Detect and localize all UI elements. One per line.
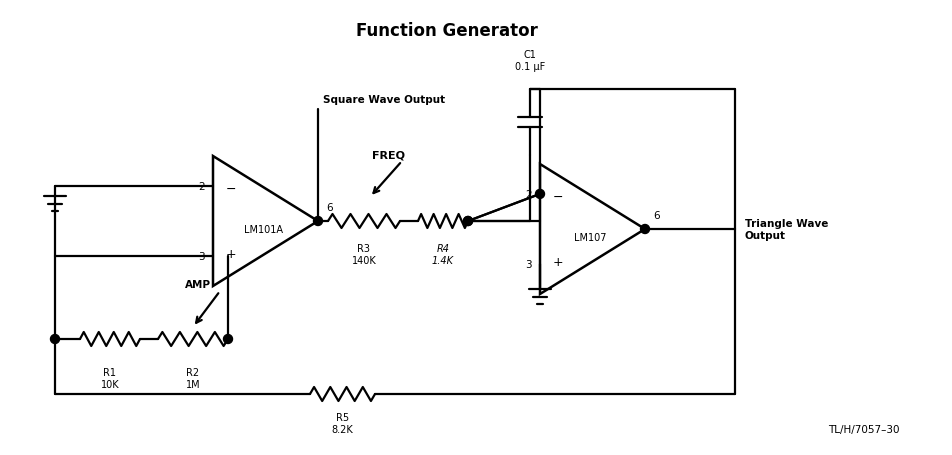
Text: 2: 2 <box>525 189 531 199</box>
Circle shape <box>50 335 59 344</box>
Text: 6: 6 <box>326 202 332 212</box>
Text: R3
140K: R3 140K <box>351 243 376 265</box>
Text: 6: 6 <box>652 211 659 221</box>
Circle shape <box>535 190 544 199</box>
Circle shape <box>313 217 322 226</box>
Circle shape <box>463 217 472 226</box>
Circle shape <box>463 217 472 226</box>
Text: Triangle Wave
Output: Triangle Wave Output <box>744 219 827 240</box>
Text: R2
1M: R2 1M <box>186 367 200 389</box>
Text: +: + <box>226 247 236 260</box>
Text: R4
1.4K: R4 1.4K <box>431 243 453 265</box>
Text: 3: 3 <box>198 252 205 262</box>
Text: TL/H/7057–30: TL/H/7057–30 <box>827 424 899 434</box>
Text: −: − <box>552 191 563 204</box>
Text: Function Generator: Function Generator <box>355 22 537 40</box>
Text: C1
0.1 μF: C1 0.1 μF <box>514 51 545 72</box>
Circle shape <box>640 225 649 234</box>
Text: 2: 2 <box>198 182 205 192</box>
Text: R5
8.2K: R5 8.2K <box>331 412 353 434</box>
Text: AMP: AMP <box>185 279 210 289</box>
Text: FREQ: FREQ <box>371 150 405 160</box>
Text: LM107: LM107 <box>573 233 606 243</box>
Text: Square Wave Output: Square Wave Output <box>323 95 445 105</box>
Text: −: − <box>226 183 236 196</box>
Text: R1
10K: R1 10K <box>101 367 119 389</box>
Text: LM101A: LM101A <box>244 224 283 234</box>
Text: 3: 3 <box>525 259 531 269</box>
Circle shape <box>224 335 232 344</box>
Text: +: + <box>552 255 563 268</box>
